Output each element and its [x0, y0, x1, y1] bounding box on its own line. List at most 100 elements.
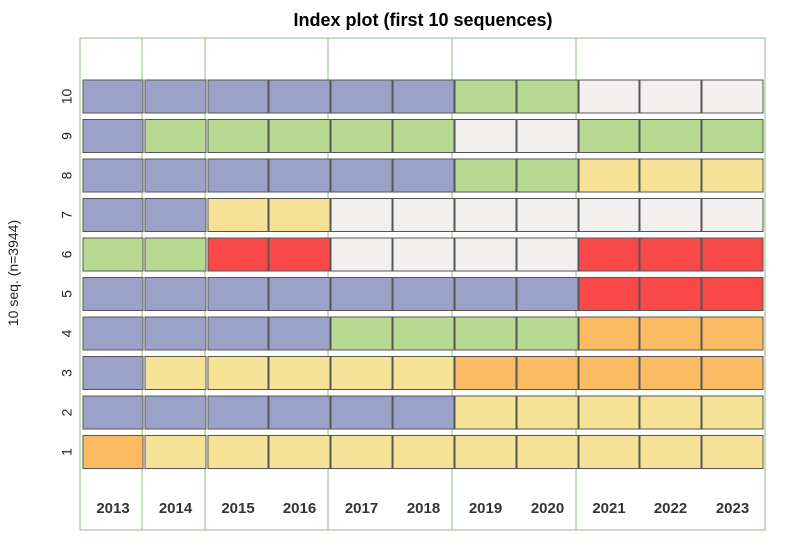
cell-seq5-2018 [392, 277, 455, 311]
x-tick-label: 2021 [592, 500, 625, 517]
y-tick-label: 3 [59, 369, 75, 377]
cell-seq1-2022 [639, 435, 702, 469]
cell-seq4-2017 [330, 316, 393, 351]
cell-seq1-2019 [454, 435, 517, 469]
cell-seq9-2018 [392, 119, 455, 153]
cell-seq1-2016 [268, 435, 331, 469]
cell-seq8-2013 [82, 158, 144, 193]
cell-seq10-2017 [330, 79, 393, 114]
y-tick-label: 7 [59, 211, 75, 219]
cell-seq10-2023 [701, 79, 764, 114]
y-tick-labels: 1 2 3 4 5 6 7 8 9 10 [59, 89, 75, 456]
cell-seq7-2014 [144, 198, 207, 232]
cell-seq2-2019 [454, 395, 517, 430]
cell-seq10-2016 [268, 79, 331, 114]
cell-seq9-2021 [578, 119, 640, 153]
cell-seq4-2018 [392, 316, 455, 351]
x-tick-label: 2017 [345, 500, 378, 517]
cell-seq2-2022 [639, 395, 702, 430]
cell-seq5-2017 [330, 277, 393, 311]
cell-seq3-2014 [144, 356, 207, 390]
cell-seq8-2020 [516, 158, 579, 193]
y-axis-label: 10 seq. (n=3944) [5, 220, 21, 326]
cell-seq6-2016 [268, 237, 331, 272]
cell-seq7-2021 [578, 198, 640, 232]
cell-seq5-2021 [578, 277, 640, 311]
cell-seq7-2013 [82, 198, 144, 232]
cell-seq2-2013 [82, 395, 144, 430]
cell-seq6-2018 [392, 237, 455, 272]
cell-seq1-2014 [144, 435, 207, 469]
cell-seq4-2016 [268, 316, 331, 351]
cell-seq2-2017 [330, 395, 393, 430]
cell-seq10-2022 [639, 79, 702, 114]
cell-seq4-2014 [144, 316, 207, 351]
cell-seq5-2013 [82, 277, 144, 311]
cell-seq2-2014 [144, 395, 207, 430]
cell-seq8-2022 [639, 158, 702, 193]
cell-seq5-2015 [207, 277, 269, 311]
cell-seq3-2021 [578, 356, 640, 390]
cell-seq6-2019 [454, 237, 517, 272]
cell-seq9-2019 [454, 119, 517, 153]
y-tick-label: 2 [59, 408, 75, 416]
cell-seq6-2015 [207, 237, 269, 272]
x-tick-label: 2022 [654, 500, 687, 517]
cell-seq3-2020 [516, 356, 579, 390]
cell-seq9-2020 [516, 119, 579, 153]
cell-seq10-2018 [392, 79, 455, 114]
cell-seq9-2014 [144, 119, 207, 153]
cell-seq10-2014 [144, 79, 207, 114]
cell-seq7-2016 [268, 198, 331, 232]
cell-seq2-2015 [207, 395, 269, 430]
cell-seq9-2015 [207, 119, 269, 153]
cell-seq8-2016 [268, 158, 331, 193]
cell-seq6-2017 [330, 237, 393, 272]
cell-seq3-2018 [392, 356, 455, 390]
cell-seq9-2022 [639, 119, 702, 153]
chart-title: Index plot (first 10 sequences) [293, 10, 552, 30]
cell-seq7-2015 [207, 198, 269, 232]
cell-seq2-2016 [268, 395, 331, 430]
cell-seq10-2015 [207, 79, 269, 114]
cell-seq5-2023 [701, 277, 764, 311]
cell-seq7-2019 [454, 198, 517, 232]
cell-seq7-2023 [701, 198, 764, 232]
cell-seq3-2017 [330, 356, 393, 390]
cell-seq1-2018 [392, 435, 455, 469]
cell-seq1-2017 [330, 435, 393, 469]
cell-seq1-2021 [578, 435, 640, 469]
cell-seq6-2023 [701, 237, 764, 272]
cell-seq7-2017 [330, 198, 393, 232]
y-tick-label: 1 [59, 448, 75, 456]
cell-seq1-2023 [701, 435, 764, 469]
cell-seq5-2014 [144, 277, 207, 311]
cell-seq10-2013 [82, 79, 144, 114]
cell-seq5-2020 [516, 277, 579, 311]
y-tick-label: 10 [59, 89, 75, 105]
cell-seq4-2023 [701, 316, 764, 351]
cell-seq2-2021 [578, 395, 640, 430]
cell-seq1-2013 [82, 435, 144, 469]
cell-seq4-2013 [82, 316, 144, 351]
x-tick-label: 2013 [96, 500, 129, 517]
x-tick-label: 2018 [407, 500, 440, 517]
y-tick-label: 5 [59, 290, 75, 298]
x-tick-label: 2015 [221, 500, 254, 517]
y-tick-label: 9 [59, 132, 75, 140]
cell-seq4-2021 [578, 316, 640, 351]
sequence-cells [82, 79, 764, 469]
y-tick-label: 8 [59, 171, 75, 179]
cell-seq6-2022 [639, 237, 702, 272]
cell-seq9-2017 [330, 119, 393, 153]
cell-seq2-2023 [701, 395, 764, 430]
cell-seq10-2019 [454, 79, 517, 114]
y-tick-label: 6 [59, 250, 75, 258]
x-tick-labels: 2013 2014 2015 2016 2017 2018 2019 2020 2021 2022… [96, 500, 749, 517]
cell-seq9-2023 [701, 119, 764, 153]
x-tick-label: 2019 [469, 500, 502, 517]
cell-seq8-2014 [144, 158, 207, 193]
cell-seq6-2020 [516, 237, 579, 272]
cell-seq8-2017 [330, 158, 393, 193]
